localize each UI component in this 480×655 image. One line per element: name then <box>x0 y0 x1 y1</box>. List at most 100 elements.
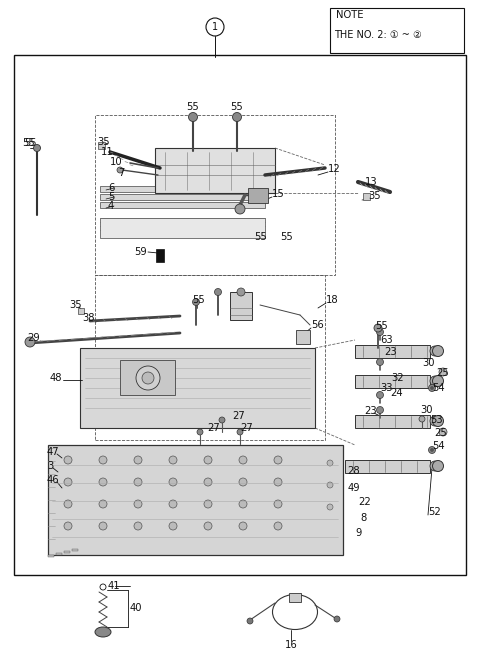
Text: 40: 40 <box>130 603 143 613</box>
Circle shape <box>204 500 212 508</box>
Text: 25: 25 <box>436 368 449 378</box>
Circle shape <box>274 456 282 464</box>
Circle shape <box>239 500 247 508</box>
Text: 55: 55 <box>186 102 199 112</box>
Text: 49: 49 <box>348 483 360 493</box>
Circle shape <box>431 449 433 451</box>
Polygon shape <box>72 549 78 551</box>
Text: 35: 35 <box>97 137 109 147</box>
Circle shape <box>327 504 333 510</box>
Circle shape <box>334 616 340 622</box>
Bar <box>355 415 430 428</box>
Circle shape <box>34 145 40 151</box>
Circle shape <box>431 386 433 390</box>
Text: 48: 48 <box>50 373 62 383</box>
Circle shape <box>100 584 106 590</box>
Text: 13: 13 <box>365 177 378 187</box>
Text: 30: 30 <box>420 405 432 415</box>
Circle shape <box>99 478 107 486</box>
Circle shape <box>64 478 72 486</box>
Circle shape <box>204 478 212 486</box>
Text: 6: 6 <box>108 183 114 193</box>
Circle shape <box>237 429 243 435</box>
Circle shape <box>430 461 440 471</box>
Text: 54: 54 <box>432 441 444 451</box>
Circle shape <box>169 522 177 530</box>
Text: 5: 5 <box>108 192 114 202</box>
Circle shape <box>274 478 282 486</box>
Text: 35: 35 <box>69 300 82 310</box>
Text: 11: 11 <box>101 147 114 157</box>
Text: 55: 55 <box>375 321 388 331</box>
Text: 7: 7 <box>118 168 124 178</box>
Circle shape <box>134 478 142 486</box>
Ellipse shape <box>95 627 111 637</box>
Circle shape <box>439 428 447 436</box>
Text: 16: 16 <box>285 640 298 650</box>
Circle shape <box>134 522 142 530</box>
Circle shape <box>429 384 435 392</box>
Circle shape <box>376 407 384 413</box>
Circle shape <box>274 500 282 508</box>
Circle shape <box>215 288 221 295</box>
Text: 56: 56 <box>311 320 324 330</box>
Circle shape <box>25 337 35 347</box>
Circle shape <box>432 415 444 426</box>
Circle shape <box>99 456 107 464</box>
Text: 23: 23 <box>384 347 396 357</box>
Circle shape <box>376 392 384 398</box>
Text: 54: 54 <box>432 383 444 393</box>
Circle shape <box>136 366 160 390</box>
Text: 15: 15 <box>272 189 285 199</box>
Circle shape <box>239 456 247 464</box>
Polygon shape <box>64 551 70 553</box>
Circle shape <box>247 618 253 624</box>
Bar <box>120 360 175 395</box>
Text: NOTE: NOTE <box>336 10 363 20</box>
Ellipse shape <box>273 595 317 629</box>
Circle shape <box>327 460 333 466</box>
Text: 24: 24 <box>390 388 403 398</box>
Circle shape <box>429 447 435 453</box>
Circle shape <box>99 522 107 530</box>
Text: 32: 32 <box>391 373 404 383</box>
Circle shape <box>169 500 177 508</box>
Circle shape <box>239 478 247 486</box>
Circle shape <box>235 204 245 214</box>
Text: 52: 52 <box>428 507 441 517</box>
Polygon shape <box>100 194 265 200</box>
Circle shape <box>64 522 72 530</box>
Text: THE NO. 2: ① ~ ②: THE NO. 2: ① ~ ② <box>334 30 422 40</box>
Bar <box>355 345 430 358</box>
Circle shape <box>204 522 212 530</box>
Text: 46: 46 <box>47 475 60 485</box>
Circle shape <box>374 324 382 332</box>
Circle shape <box>432 345 444 356</box>
Bar <box>155 148 275 193</box>
Text: 55: 55 <box>230 102 243 112</box>
Circle shape <box>192 299 200 305</box>
Circle shape <box>142 372 154 384</box>
Circle shape <box>134 500 142 508</box>
Text: 23: 23 <box>364 406 377 416</box>
Circle shape <box>274 522 282 530</box>
Circle shape <box>169 478 177 486</box>
Text: 53: 53 <box>430 415 443 425</box>
Circle shape <box>134 456 142 464</box>
Text: 55: 55 <box>22 138 35 148</box>
Bar <box>355 375 430 388</box>
Bar <box>330 8 464 53</box>
Circle shape <box>376 358 384 365</box>
Circle shape <box>206 18 224 36</box>
Bar <box>248 188 268 203</box>
Text: 4: 4 <box>108 201 114 211</box>
Text: 22: 22 <box>358 497 371 507</box>
Circle shape <box>237 288 245 296</box>
Text: 18: 18 <box>326 295 338 305</box>
Bar <box>363 193 370 200</box>
Text: 28: 28 <box>347 466 360 476</box>
Circle shape <box>219 417 225 423</box>
Text: 29: 29 <box>27 333 40 343</box>
Text: 38: 38 <box>82 313 95 323</box>
Text: 10: 10 <box>110 157 122 167</box>
